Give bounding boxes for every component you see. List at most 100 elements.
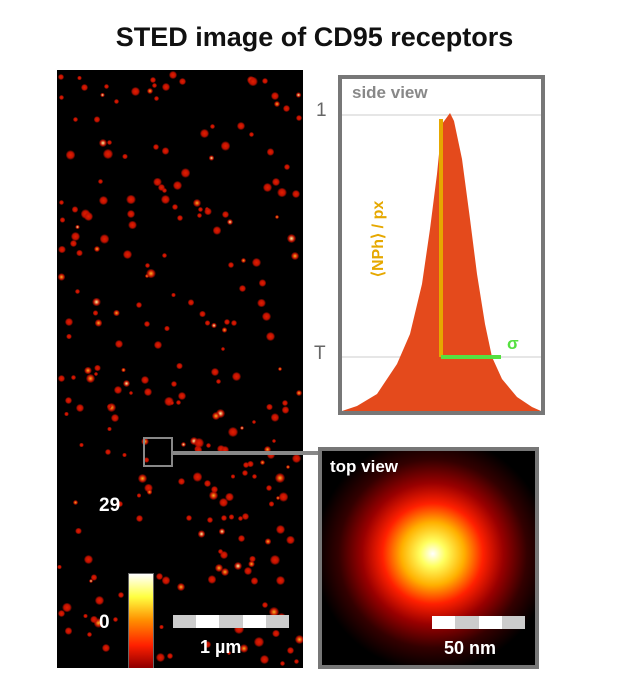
fluorescent-spot — [153, 177, 162, 187]
fluorescent-spot — [128, 390, 133, 395]
fluorescent-spot — [178, 477, 186, 485]
fluorescent-spot — [110, 414, 119, 422]
fluorescent-spot — [251, 420, 256, 425]
fluorescent-spot — [220, 515, 227, 521]
fluorescent-spot — [204, 320, 211, 326]
fluorescent-spot — [58, 94, 64, 100]
fluorescent-spot — [57, 564, 62, 570]
fluorescent-spot — [100, 92, 105, 98]
fluorescent-spot — [265, 485, 273, 492]
fluorescent-spot — [100, 234, 110, 244]
fluorescent-spot — [262, 182, 273, 193]
fluorescent-spot — [114, 386, 122, 394]
fluorescent-spot — [146, 489, 153, 495]
region-of-interest-box — [143, 437, 173, 467]
fluorescent-spot — [215, 408, 225, 418]
sigma-label: σ — [507, 334, 519, 353]
fluorescent-spot — [221, 326, 228, 333]
y-tick-threshold: T — [314, 343, 326, 364]
fluorescent-spot — [234, 624, 245, 635]
fluorescent-spot — [266, 403, 273, 411]
fluorescent-spot — [95, 596, 104, 605]
fluorescent-spot — [122, 153, 128, 159]
fluorescent-spot — [250, 577, 259, 585]
fluorescent-spot — [238, 284, 246, 292]
fluorescent-spot — [204, 479, 212, 487]
fluorescent-spot — [136, 301, 143, 308]
top-view-panel: top view 50 nm — [318, 447, 539, 669]
fluorescent-spot — [155, 572, 164, 581]
fluorescent-spot — [58, 245, 67, 254]
fluorescent-spot — [221, 141, 231, 151]
fluorescent-spot — [271, 177, 280, 186]
fluorescent-spot — [247, 560, 255, 568]
fluorescent-spot — [130, 86, 141, 97]
fluorescent-spot — [164, 326, 170, 332]
fluorescent-spot — [172, 180, 183, 191]
fluorescent-spot — [99, 139, 108, 148]
fluorescent-spot — [284, 164, 290, 170]
fluorescent-spot — [69, 239, 78, 248]
fluorescent-spot — [281, 399, 288, 406]
fluorescent-spot — [210, 485, 218, 493]
fluorescent-spot — [226, 218, 234, 226]
fluorescent-spot — [209, 491, 219, 500]
fluorescent-spot — [286, 234, 296, 244]
fluorescent-spot — [285, 464, 290, 469]
fluorescent-spot — [266, 148, 275, 157]
fluorescent-spot — [286, 535, 295, 545]
fluorescent-spot — [177, 391, 186, 400]
fluorescent-spot — [107, 426, 113, 432]
fluorescent-spot — [86, 373, 96, 383]
fluorescent-spot — [103, 83, 110, 90]
fluorescent-spot — [74, 288, 81, 295]
fluorescent-spot — [236, 122, 245, 130]
fluorescent-spot — [161, 252, 168, 259]
fluorescent-spot — [211, 323, 217, 329]
fluorescent-spot — [211, 411, 220, 420]
fluorescent-spot — [161, 195, 171, 205]
fluorescent-spot — [81, 83, 89, 91]
fluorescent-spot — [57, 73, 64, 80]
fluorescent-spot — [247, 460, 254, 467]
fluorescent-spot — [152, 82, 158, 88]
fluorescent-spot — [210, 368, 219, 376]
colorbar — [128, 573, 154, 668]
fluorescent-spot — [59, 216, 66, 223]
fluorescent-spot — [204, 208, 212, 216]
fluorescent-spot — [192, 472, 203, 482]
fluorescent-spot — [196, 212, 202, 218]
fluorescent-spot — [231, 320, 238, 327]
fluorescent-spot — [101, 643, 110, 652]
scale-bar — [173, 615, 290, 628]
fluorescent-spot — [244, 567, 252, 575]
fluorescent-spot — [252, 258, 262, 268]
fluorescent-spot — [225, 492, 234, 502]
fluorescent-spot — [136, 515, 144, 523]
fluorescent-spot — [259, 459, 265, 465]
fluorescent-spot — [93, 371, 99, 377]
fluorescent-spot — [259, 655, 270, 665]
vertical-label: ⟨NPh⟩ / px — [370, 200, 387, 278]
fluorescent-spot — [83, 211, 93, 221]
fluorescent-spot — [58, 200, 64, 206]
fluorescent-spot — [210, 123, 216, 130]
fluorescent-spot — [276, 496, 281, 501]
fluorescent-spot — [278, 492, 289, 503]
fluorescent-spot — [176, 214, 184, 222]
fluorescent-spot — [71, 375, 76, 380]
fluorescent-spot — [161, 188, 168, 194]
fluorescent-spot — [271, 438, 276, 444]
fluorescent-spot — [264, 445, 271, 453]
fluorescent-spot — [141, 437, 149, 446]
fluorescent-spot — [193, 199, 202, 208]
fluorescent-spot — [152, 144, 159, 151]
fluorescent-spot — [170, 381, 177, 388]
fluorescent-spot — [207, 575, 217, 585]
colorbar-min: 0 — [99, 612, 110, 633]
fluorescent-spot — [141, 376, 149, 384]
fluorescent-spot — [233, 562, 242, 571]
fluorescent-spot — [77, 75, 82, 81]
fluorescent-spot — [83, 554, 93, 565]
fluorescent-spot — [90, 574, 97, 581]
